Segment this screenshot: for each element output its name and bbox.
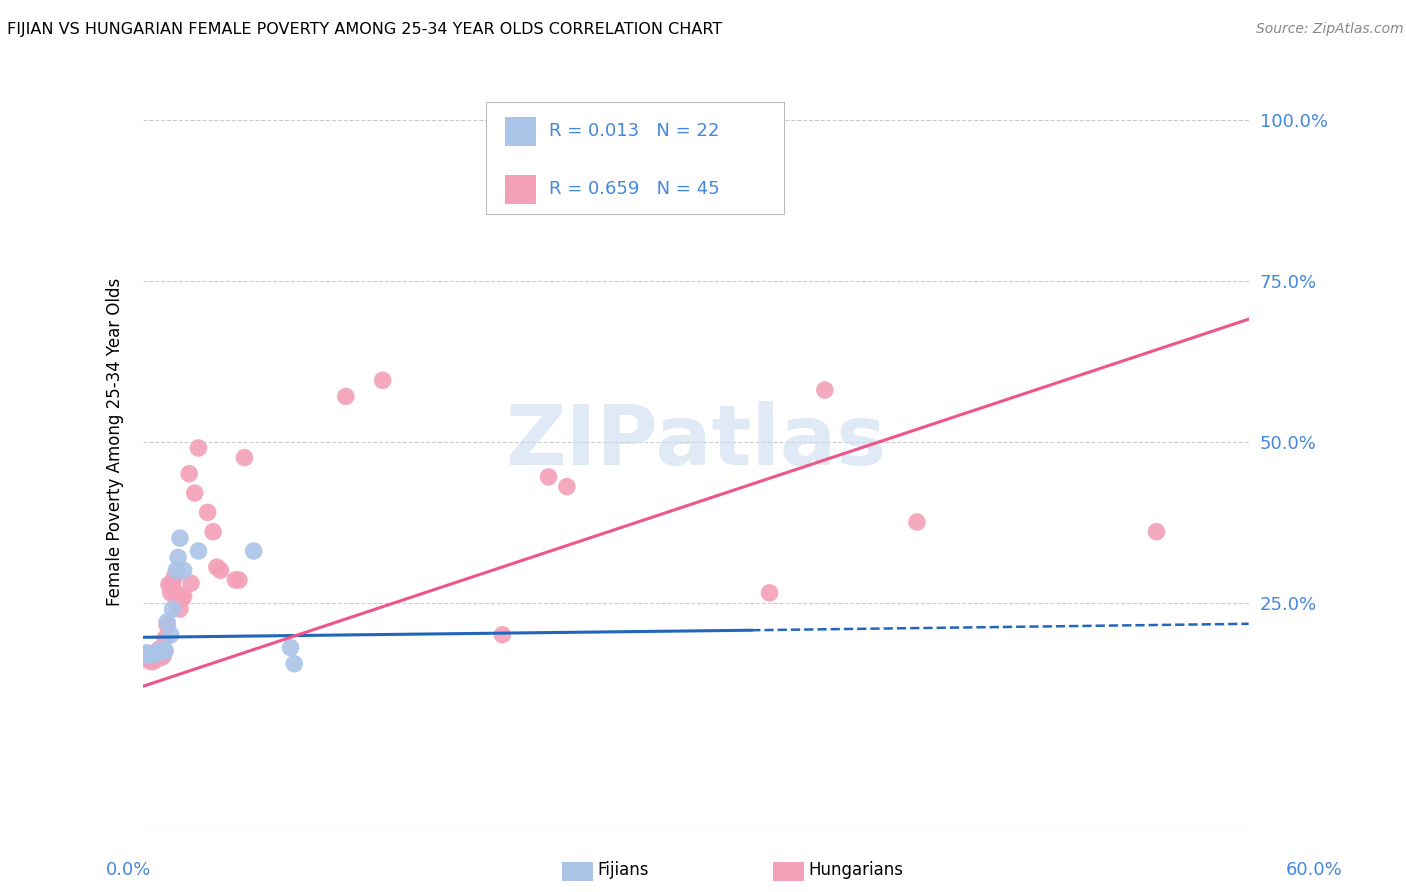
Point — [149, 644, 172, 658]
Point — [228, 573, 250, 587]
Point — [170, 592, 193, 607]
Point — [183, 486, 205, 500]
Point — [197, 505, 219, 519]
Point — [139, 653, 162, 667]
Text: R = 0.659   N = 45: R = 0.659 N = 45 — [548, 180, 720, 198]
Point — [143, 653, 166, 667]
Point — [135, 652, 157, 666]
Point — [145, 646, 167, 660]
Point — [143, 647, 166, 661]
Point — [283, 657, 305, 671]
Point — [1146, 524, 1168, 539]
Point — [165, 563, 187, 577]
Point — [135, 646, 157, 660]
Point — [146, 646, 169, 660]
Point — [167, 591, 190, 605]
Point — [173, 589, 195, 603]
Text: FIJIAN VS HUNGARIAN FEMALE POVERTY AMONG 25-34 YEAR OLDS CORRELATION CHART: FIJIAN VS HUNGARIAN FEMALE POVERTY AMONG… — [7, 22, 723, 37]
Point — [165, 586, 187, 600]
Point — [758, 586, 780, 600]
Point — [149, 641, 172, 656]
Point — [138, 653, 160, 667]
Point — [138, 648, 160, 663]
Point — [141, 655, 163, 669]
Point — [155, 644, 177, 658]
Point — [152, 648, 174, 663]
Text: Fijians: Fijians — [598, 861, 650, 879]
Point — [169, 531, 191, 545]
Point — [537, 470, 560, 484]
Point — [156, 615, 179, 629]
Point — [162, 602, 184, 616]
Point — [491, 628, 513, 642]
Point — [167, 550, 190, 565]
Point — [371, 373, 394, 387]
Point — [150, 644, 173, 658]
Point — [233, 450, 256, 465]
Point — [141, 647, 163, 661]
Y-axis label: Female Poverty Among 25-34 Year Olds: Female Poverty Among 25-34 Year Olds — [107, 277, 124, 606]
FancyBboxPatch shape — [505, 117, 536, 146]
Point — [202, 524, 225, 539]
Point — [150, 650, 173, 665]
Point — [905, 515, 928, 529]
Point — [555, 480, 578, 494]
Text: 0.0%: 0.0% — [105, 861, 150, 879]
Point — [335, 389, 357, 403]
Point — [814, 383, 837, 397]
Point — [145, 652, 167, 666]
Point — [169, 602, 191, 616]
Point — [146, 644, 169, 658]
FancyBboxPatch shape — [505, 175, 536, 204]
Point — [209, 563, 232, 577]
Point — [134, 650, 156, 665]
Point — [187, 544, 209, 558]
Point — [156, 618, 179, 632]
Point — [159, 628, 181, 642]
Text: ZIPatlas: ZIPatlas — [505, 401, 886, 482]
Point — [173, 563, 195, 577]
Point — [159, 586, 181, 600]
Point — [157, 577, 180, 591]
Point — [205, 560, 228, 574]
Point — [180, 576, 202, 591]
Text: R = 0.013   N = 22: R = 0.013 N = 22 — [548, 122, 720, 140]
Point — [152, 643, 174, 657]
Text: Hungarians: Hungarians — [808, 861, 904, 879]
Point — [139, 648, 162, 663]
Point — [187, 441, 209, 455]
Text: 60.0%: 60.0% — [1286, 861, 1343, 879]
Point — [280, 640, 302, 655]
Point — [134, 647, 156, 661]
Point — [242, 544, 264, 558]
Point — [179, 467, 201, 481]
Point — [162, 576, 184, 591]
Point — [155, 631, 177, 645]
Point — [224, 573, 246, 587]
FancyBboxPatch shape — [486, 102, 785, 213]
Point — [163, 570, 186, 584]
Text: Source: ZipAtlas.com: Source: ZipAtlas.com — [1256, 22, 1403, 37]
